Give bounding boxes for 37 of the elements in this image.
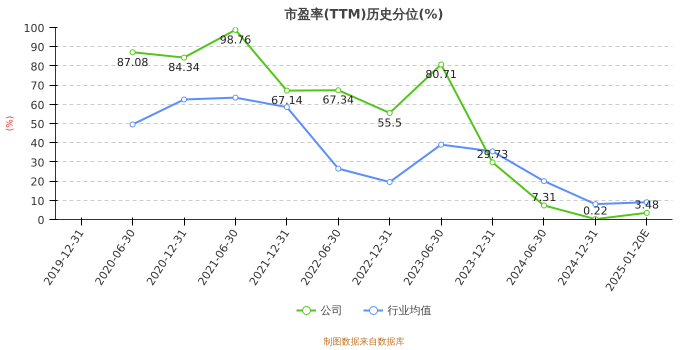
data-label: 87.08 — [116, 56, 148, 69]
legend-label: 公司 — [320, 302, 342, 318]
point — [335, 87, 342, 94]
point — [438, 62, 444, 68]
point — [181, 96, 188, 102]
data-label: 0.22 — [583, 204, 608, 218]
y-tick-label: 60 — [30, 98, 45, 112]
y-tick-label: 0 — [38, 214, 44, 227]
data-label: 67.34 — [322, 94, 354, 107]
point — [335, 166, 342, 172]
y-tick-label: 80 — [30, 60, 45, 74]
y-axis-title: (%) — [6, 116, 16, 132]
y-tick-label: 100 — [24, 22, 45, 35]
point — [284, 88, 290, 94]
point — [130, 121, 136, 128]
y-tick-label: 30 — [30, 156, 45, 170]
y-tick-label: 70 — [30, 80, 45, 93]
data-label: 67.14 — [271, 94, 303, 108]
y-tick-label: 90 — [30, 41, 45, 54]
point — [130, 49, 136, 56]
data-label: 55.5 — [377, 116, 402, 130]
y-tick-label: 50 — [30, 118, 45, 131]
y-tick-label: 10 — [30, 194, 45, 208]
legend-label: 行业均值 — [388, 302, 432, 318]
y-tick-label: 20 — [30, 176, 45, 189]
point — [386, 110, 393, 116]
data-label: 84.34 — [168, 61, 200, 74]
y-tick-label: 40 — [30, 137, 45, 150]
point — [284, 104, 290, 110]
text: 制图数据来自数据库 — [324, 336, 404, 348]
point — [540, 178, 547, 184]
point — [181, 54, 188, 61]
point — [386, 179, 393, 186]
point — [232, 94, 238, 101]
point — [438, 142, 444, 148]
chart-title: 市盈率(TTM)历史分位(%) — [284, 6, 444, 22]
point — [232, 28, 238, 33]
